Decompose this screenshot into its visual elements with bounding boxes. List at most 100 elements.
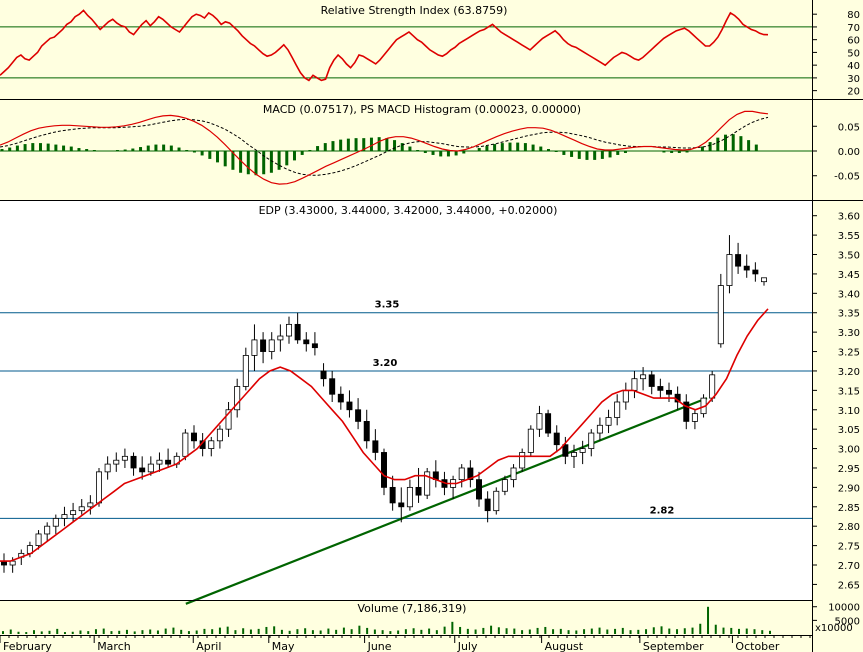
volume-unit-label: x10000 xyxy=(815,623,853,634)
month-label: March xyxy=(97,640,131,652)
candle-body xyxy=(113,459,120,465)
price-tick-label: 2.90 xyxy=(838,483,860,494)
candle-body xyxy=(139,467,146,473)
price-tick-label: 2.65 xyxy=(838,580,860,591)
candle-body xyxy=(52,518,59,527)
candle-body xyxy=(596,424,603,434)
candle-body xyxy=(553,432,560,446)
candle-body xyxy=(605,417,612,426)
candle-body xyxy=(640,374,647,380)
candle-body xyxy=(329,378,336,395)
macd-tick-label: 0.00 xyxy=(838,147,860,158)
candle-body xyxy=(191,432,197,442)
candle-body xyxy=(363,421,370,442)
month-label: October xyxy=(735,640,779,652)
candle-body xyxy=(579,448,586,453)
volume-tick-label: 10000 xyxy=(828,603,860,614)
price-tick-label: 3.55 xyxy=(838,231,860,242)
price-tick-label: 3.50 xyxy=(838,251,860,262)
candle-body xyxy=(381,452,387,488)
rsi-tick-label: 70 xyxy=(847,23,860,34)
candle-body xyxy=(121,455,128,461)
price-tick-label: 3.45 xyxy=(838,270,860,281)
macd-line xyxy=(0,110,769,185)
candle-body xyxy=(622,389,629,403)
price-tick-label: 3.30 xyxy=(838,328,860,339)
price-tick-label: 3.00 xyxy=(838,445,860,456)
candle-body xyxy=(761,277,767,283)
candle-body xyxy=(87,502,94,508)
macd-plot xyxy=(0,110,812,185)
price-panel-background xyxy=(0,200,812,600)
price-tick-label: 3.15 xyxy=(838,386,860,397)
candle-body xyxy=(182,432,189,457)
candle-body xyxy=(398,502,405,508)
candle-body xyxy=(156,459,163,465)
macd-title: MACD (0.07517), PS MACD Histogram (0.000… xyxy=(263,103,581,116)
macd-tick-label: 0.05 xyxy=(838,122,860,133)
candle-body xyxy=(562,444,569,457)
candle-body xyxy=(165,459,172,465)
candle-body xyxy=(743,265,750,271)
month-label: April xyxy=(196,640,221,652)
candle-body xyxy=(614,401,621,418)
candle-body xyxy=(519,452,526,469)
candle-body xyxy=(571,452,577,457)
rsi-plot xyxy=(0,9,812,82)
candle-body xyxy=(355,409,362,422)
candle-body xyxy=(251,339,258,356)
candle-body xyxy=(44,525,51,535)
macd-tick-label: -0.05 xyxy=(834,172,860,183)
candle-body xyxy=(104,463,111,473)
rsi-title: Relative Strength Index (63.8759) xyxy=(321,4,508,17)
price-tick-label: 3.40 xyxy=(838,289,860,300)
month-label: June xyxy=(367,640,392,652)
candle-body xyxy=(424,471,431,496)
price-level-label: 2.82 xyxy=(650,505,675,516)
candle-body xyxy=(242,355,249,387)
right-axis-background xyxy=(812,0,863,652)
candle-body xyxy=(545,413,552,434)
price-plot: 3.35 3.20 2.82 xyxy=(0,235,812,605)
candle-body xyxy=(208,440,215,449)
volume-tick-label: 5000 xyxy=(835,616,860,627)
rsi-tick-label: 30 xyxy=(847,74,860,85)
candle-body xyxy=(717,285,724,345)
month-label: August xyxy=(545,640,584,652)
date-axis-background xyxy=(0,635,812,652)
candle-body xyxy=(458,467,465,481)
price-tick-label: 3.20 xyxy=(838,367,860,378)
volume-plot xyxy=(2,606,771,634)
candle-body xyxy=(588,432,595,449)
candle-body xyxy=(631,378,638,391)
rsi-tick-label: 80 xyxy=(847,10,860,21)
rsi-tick-label: 20 xyxy=(847,87,860,98)
candle-body xyxy=(752,269,759,275)
price-tick-label: 3.25 xyxy=(838,348,860,359)
candle-body xyxy=(286,323,292,337)
candle-body xyxy=(303,339,310,345)
candle-body xyxy=(130,455,137,469)
volume-title: Volume (7,186,319) xyxy=(358,602,467,615)
candle-body xyxy=(78,506,85,512)
rsi-tick-label: 40 xyxy=(847,61,860,72)
price-title: EDP (3.43000, 3.44000, 3.42000, 3.44000,… xyxy=(259,204,558,217)
candle-body xyxy=(61,514,68,519)
price-tick-label: 3.35 xyxy=(838,309,860,320)
rsi-tick-label: 60 xyxy=(847,36,860,47)
candle-body xyxy=(35,533,42,547)
candle-body xyxy=(294,323,301,341)
candle-body xyxy=(476,479,482,500)
candle-body xyxy=(527,428,534,453)
price-level-label: 3.35 xyxy=(375,300,400,311)
candle-body xyxy=(735,254,742,267)
price-tick-label: 3.10 xyxy=(838,406,860,417)
candle-body xyxy=(372,440,379,453)
candle-body xyxy=(666,389,672,395)
candle-body xyxy=(268,339,275,352)
candle-body xyxy=(277,335,284,341)
candle-body xyxy=(709,374,716,399)
candle-body xyxy=(260,339,267,352)
